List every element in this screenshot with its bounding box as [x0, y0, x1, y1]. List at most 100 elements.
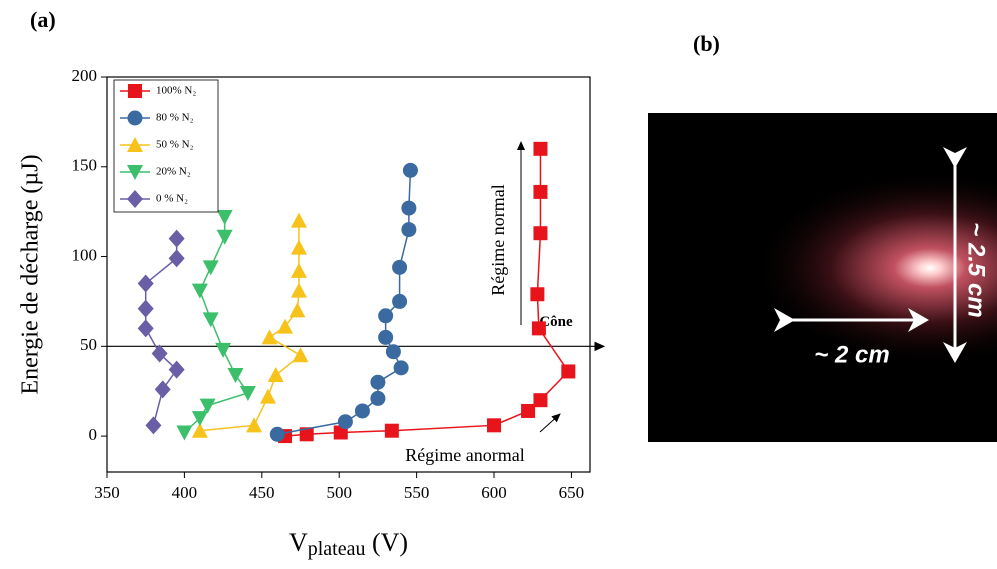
legend-marker [127, 137, 143, 152]
legend-box [113, 79, 219, 213]
series-line [183, 217, 250, 434]
series-line [277, 170, 412, 436]
y-tick-label: 0 [89, 425, 98, 444]
marker [154, 380, 171, 399]
annotation: Régime anormal [405, 445, 524, 465]
marker [216, 210, 233, 226]
x-axis-label-part: (V) [365, 528, 408, 557]
x-tick-label: 350 [94, 483, 120, 502]
y-tick-label: 200 [72, 66, 98, 85]
legend-marker [128, 84, 142, 98]
panel-label: (a) [30, 7, 56, 32]
plot-frame [106, 76, 591, 473]
legend-label: 80 % N₂ [156, 112, 194, 124]
marker [168, 249, 185, 268]
legend-marker [127, 190, 143, 208]
marker [392, 293, 408, 309]
marker [227, 368, 244, 384]
x-axis-label-part: V [289, 528, 308, 557]
y-tick-label: 50 [80, 335, 97, 354]
marker [202, 312, 219, 328]
marker [216, 229, 233, 245]
legend-marker [127, 165, 143, 180]
marker [533, 141, 548, 156]
legend-label: 20% N₂ [156, 166, 191, 178]
x-tick-label: 550 [404, 483, 430, 502]
marker [385, 344, 401, 360]
legend-label: 0 % N₂ [156, 193, 188, 205]
marker [290, 212, 307, 228]
marker [137, 319, 154, 338]
marker [290, 262, 307, 278]
marker [378, 308, 394, 324]
marker [378, 329, 394, 345]
marker [202, 260, 219, 276]
legend-marker [127, 110, 143, 126]
marker [137, 299, 154, 318]
x-axis-label-part: plateau [308, 538, 366, 560]
panel-label: (b) [693, 31, 720, 56]
marker [401, 222, 417, 238]
marker [269, 426, 285, 442]
marker [277, 318, 294, 334]
marker [370, 390, 386, 406]
x-tick-label: 400 [172, 483, 198, 502]
marker [402, 162, 418, 178]
marker [292, 347, 309, 363]
series-line [284, 148, 570, 437]
reference-label: Cône [539, 314, 573, 330]
marker [337, 414, 353, 430]
marker [531, 321, 546, 336]
annotation-arrow [539, 413, 561, 433]
marker [521, 403, 536, 418]
x-tick-label: 500 [326, 483, 352, 502]
marker [289, 302, 306, 318]
legend-label: 50 % N₂ [156, 139, 194, 151]
marker [533, 184, 548, 199]
marker [487, 418, 502, 433]
marker [176, 425, 193, 441]
scale-label: ~ 2 cm [814, 341, 889, 368]
marker [145, 416, 162, 435]
x-tick-label: 450 [249, 483, 275, 502]
marker [261, 329, 278, 345]
plasma-glow [648, 113, 997, 442]
marker [239, 386, 256, 401]
x-tick-label: 600 [481, 483, 507, 502]
marker [530, 287, 545, 302]
legend-label: 100% N₂ [156, 85, 196, 97]
marker [191, 283, 208, 299]
x-axis-label: Vplateau (V) [289, 528, 408, 560]
scale-label: ~ 2.5 cm [963, 222, 990, 317]
marker [168, 360, 185, 379]
marker [290, 239, 307, 255]
x-tick-label: 650 [559, 483, 585, 502]
y-axis-label: Energie de décharge (µJ) [18, 154, 44, 394]
marker [191, 422, 208, 438]
marker [246, 417, 263, 433]
y-tick-label: 150 [72, 156, 98, 175]
marker [199, 398, 216, 414]
marker [260, 388, 276, 404]
marker [393, 360, 409, 376]
marker [401, 200, 417, 216]
y-tick-label: 100 [72, 245, 98, 264]
marker [354, 403, 370, 419]
marker [392, 259, 408, 275]
marker [267, 367, 284, 383]
marker [168, 229, 185, 248]
marker [533, 226, 548, 241]
marker [299, 427, 314, 442]
annotation: Régime normal [488, 184, 508, 295]
marker [215, 342, 232, 358]
marker [561, 364, 576, 379]
marker [191, 411, 208, 427]
marker [533, 393, 548, 408]
marker [370, 374, 386, 390]
marker [137, 274, 154, 293]
marker [384, 423, 399, 438]
photo: ~ 2 cm ~ 2.5 cm [648, 113, 997, 442]
marker [290, 282, 307, 298]
marker [151, 344, 168, 363]
